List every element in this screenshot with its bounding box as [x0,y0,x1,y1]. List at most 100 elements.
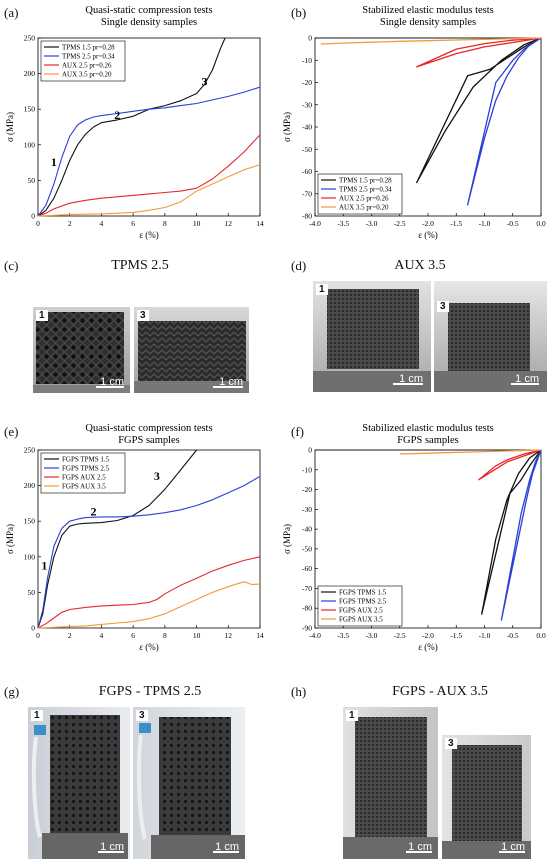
y-axis-label-e: σ (MPa) [5,524,15,554]
lattice-image-h3 [442,745,531,859]
annotation-e-2: 3 [154,469,160,483]
series-line-f-0 [481,449,542,615]
x-tick-label-f-3: -2.5 [394,631,406,640]
legend-label-e-3: FGPS AUX 3.5 [62,483,106,491]
panel-label-c: (c) [4,258,19,273]
chart-subtitle-a: Single density samples [101,17,197,28]
x-tick-label-e-7: 14 [256,631,264,640]
scale-bar-h1 [406,851,432,853]
scale-label-d3: 1 cm [515,373,539,385]
x-tick-label-e-2: 4 [100,631,104,640]
y-tick-label-f-0: 0 [308,446,312,455]
chart-title-b: Stabilized elastic modulus tests [362,5,494,16]
scale-bar-c1 [96,386,124,388]
x-tick-label-a-1: 2 [68,219,72,228]
x-tick-label-a-7: 14 [256,219,264,228]
y-tick-label-a-3: 150 [24,105,36,114]
scale-bar-h3 [499,851,525,853]
y-tick-label-a-0: 0 [31,212,35,221]
x-tick-label-a-0: 0 [36,219,40,228]
lattice-image-c3 [134,321,249,393]
x-tick-label-b-8: 0.0 [536,219,546,228]
series-line-e-0 [37,449,198,629]
y-axis-label-b: σ (MPa) [282,112,292,142]
photo-index-g3: 3 [136,710,148,721]
y-tick-label-a-2: 100 [24,140,36,149]
photo-index-h3: 3 [445,738,457,749]
y-tick-label-f-7: -70 [302,584,312,593]
caption-g: FGPS - TPMS 2.5 [98,684,202,699]
y-tick-label-f-8: -80 [302,604,312,613]
scale-label-h3: 1 cm [501,841,525,853]
series-line-a-0 [37,37,226,217]
scale-label-c3: 1 cm [219,376,243,388]
legend-label-f-1: FGPS TPMS 2.5 [339,598,387,606]
legend-label-e-1: FGPS TPMS 2.5 [62,465,110,473]
x-tick-label-e-0: 0 [36,631,40,640]
lattice-image-g3 [136,717,245,859]
lattice-image-g1 [31,715,128,859]
scale-label-g3: 1 cm [215,841,239,853]
caption-d: AUX 3.5 [394,258,446,273]
y-tick-label-f-3: -30 [302,505,312,514]
series-line-b-1 [466,37,542,206]
y-tick-label-b-8: -80 [302,212,312,221]
annotation-a-0: 1 [51,155,57,169]
y-tick-label-e-4: 200 [24,481,36,490]
x-tick-label-b-2: -3.0 [366,219,378,228]
series-line-f-3 [399,449,542,455]
chart-title-f: Stabilized elastic modulus tests [362,423,494,434]
annotation-a-1: 2 [114,108,120,122]
y-tick-label-b-0: 0 [308,34,312,43]
chart-subtitle-e: FGPS samples [118,435,180,446]
legend-label-b-2: AUX 2.5 pr=0.26 [339,195,389,203]
x-tick-label-a-2: 4 [100,219,104,228]
y-tick-label-f-6: -60 [302,564,312,573]
scale-bar-d3 [511,383,539,385]
photo-d1: 1 1 cm [313,281,431,392]
legend-label-b-1: TPMS 2.5 pr=0.34 [339,186,392,194]
x-tick-label-a-6: 12 [225,219,233,228]
x-tick-label-a-5: 10 [193,219,201,228]
scale-bar-g3 [213,851,239,853]
photo-index-g1: 1 [31,710,43,721]
y-tick-label-b-5: -50 [302,145,312,154]
x-tick-label-f-2: -3.0 [366,631,378,640]
y-tick-label-e-5: 250 [24,446,36,455]
x-tick-label-b-4: -2.0 [422,219,434,228]
legend-label-f-3: FGPS AUX 3.5 [339,616,383,624]
y-tick-label-a-1: 50 [28,176,36,185]
photo-g3: 3 1 cm [133,707,245,859]
x-tick-label-b-3: -2.5 [394,219,406,228]
y-tick-label-e-3: 150 [24,517,36,526]
x-tick-label-b-5: -1.5 [450,219,462,228]
x-tick-label-f-0: -4.0 [309,631,321,640]
x-tick-label-b-1: -3.5 [337,219,349,228]
lattice-image-c1 [33,312,130,393]
x-axis-label-b: ε (%) [418,230,438,240]
photo-c1: 1 1 cm [33,307,130,393]
y-tick-label-b-6: -60 [302,167,312,176]
legend-label-f-0: FGPS TPMS 1.5 [339,589,387,597]
photo-index-c3: 3 [137,310,149,321]
scale-bar-c3 [213,386,243,388]
legend-label-a-3: AUX 3.5 pr=0.20 [62,71,112,79]
x-tick-label-a-3: 6 [131,219,135,228]
series-line-f-2 [478,449,542,481]
x-axis-label-f: ε (%) [418,642,438,652]
x-tick-label-b-6: -1.0 [479,219,491,228]
series-line-a-3 [37,164,261,217]
x-tick-label-b-7: -0.5 [507,219,519,228]
x-tick-label-f-5: -1.5 [450,631,462,640]
photo-g1: 1 1 cm [28,707,130,859]
y-tick-label-b-2: -20 [302,78,312,87]
panel-label-h: (h) [291,684,307,699]
annotation-a-2: 3 [202,75,208,89]
photo-index-d3: 3 [437,301,449,312]
x-tick-label-f-4: -2.0 [422,631,434,640]
series-line-b-3 [320,37,542,45]
x-tick-label-e-3: 6 [131,631,135,640]
panel-label-e: (e) [4,424,19,439]
